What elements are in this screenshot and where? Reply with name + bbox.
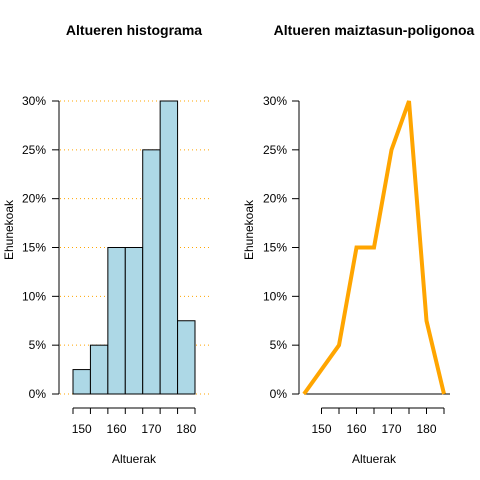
histogram-y-tick-label: 20% [22,192,46,206]
histogram-y-tick-label: 30% [22,94,46,108]
histogram-y-tick-label: 5% [29,338,47,352]
histogram-bar [159,100,179,395]
polygon-x-tick-label: 170 [381,422,401,436]
histogram-bar [107,247,126,395]
histogram-y-tick-label: 10% [22,289,46,303]
polygon-x-tick-label: 160 [346,422,366,436]
polygon-x-axis-label: Altuerak [352,452,397,466]
histogram-x-tick-label: 170 [141,422,161,436]
polygon-y-tick-label: 15% [263,241,287,255]
polygon-y-tick-label: 20% [263,192,287,206]
polygon-x-axis: 150 160 170 180 [311,407,445,436]
polygon-y-tick-label: 30% [263,94,287,108]
polygon-x-tick-label: 180 [416,422,436,436]
histogram-y-tick-label: 25% [22,143,46,157]
polygon-panel: Altueren maiztasun-poligonoa 0% 5% 10% 15% 2… [242,22,475,466]
histogram-y-tick-label: 0% [29,387,47,401]
histogram-y-tick-label: 15% [22,241,46,255]
histogram-x-axis: 150 160 170 180 [72,407,197,436]
polygon-title: Altueren maiztasun-poligonoa [274,22,475,38]
histogram-bar [89,344,109,395]
polygon-x-tick-label: 150 [311,422,331,436]
polygon-series [302,100,446,396]
histogram-bar [142,149,161,395]
polygon-y-tick-label: 10% [263,289,287,303]
histogram-x-tick-label: 180 [176,422,196,436]
histogram-x-tick-label: 160 [107,422,127,436]
polygon-y-tick-label: 25% [263,143,287,157]
histogram-panel: Altueren histograma 0%5%10%15%20%25%30% … [2,22,210,466]
polygon-y-tick-label: 0% [270,387,288,401]
histogram-x-tick-label: 150 [72,422,92,436]
histogram-bars [72,100,196,395]
histogram-bar [72,369,91,395]
histogram-title: Altueren histograma [66,22,202,38]
histogram-x-axis-label: Altuerak [112,452,157,466]
histogram-y-axis-label: Ehunekoak [2,199,16,260]
polygon-y-axis-label: Ehunekoak [242,199,256,260]
histogram-bar [177,320,196,395]
polygon-line [302,100,446,396]
histogram-y-axis: 0% 5% 10% 15% 20% 25% 30% [22,94,60,401]
polygon-y-tick-label: 5% [270,338,288,352]
histogram-bar [124,247,144,395]
polygon-y-axis: 0% 5% 10% 15% 20% 25% 30% [263,94,300,401]
